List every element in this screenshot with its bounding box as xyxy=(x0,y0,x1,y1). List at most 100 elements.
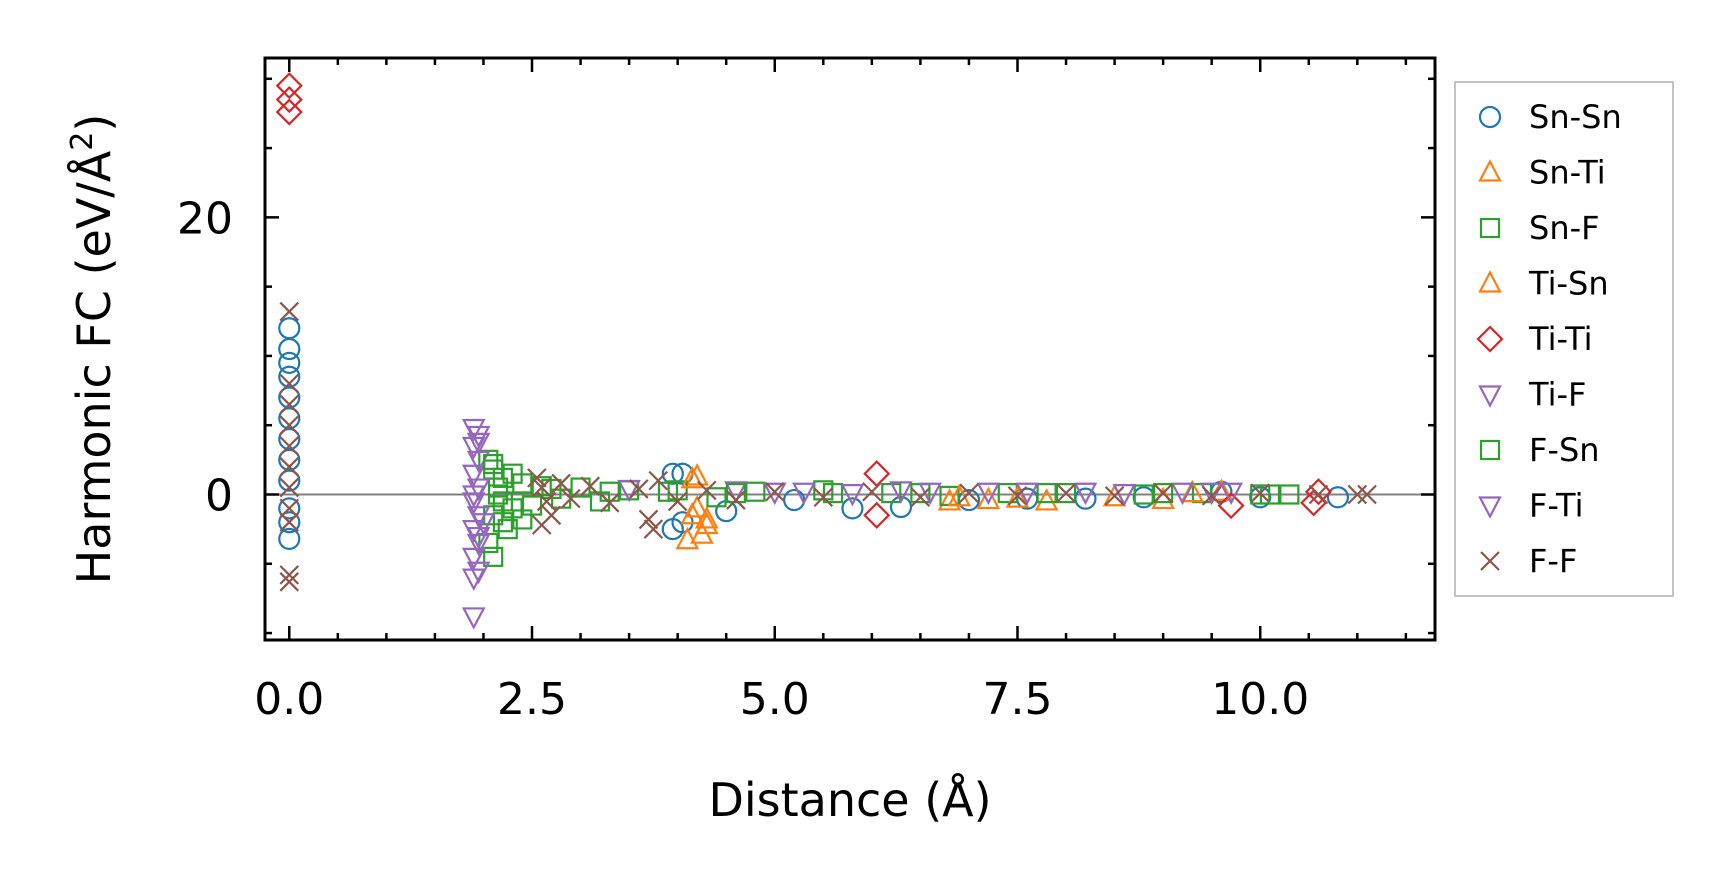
data-point xyxy=(279,498,300,519)
x-tick-label: 7.5 xyxy=(982,674,1052,725)
data-point xyxy=(648,470,669,491)
legend-marker xyxy=(1479,439,1501,461)
data-point xyxy=(279,415,300,435)
data-point xyxy=(694,511,719,535)
data-point xyxy=(822,483,844,504)
data-point xyxy=(502,463,523,484)
legend: Sn-Sn Sn-Ti Sn-F Ti-Sn Ti-Ti Ti-F F-Sn F-Ti F-F xyxy=(1476,98,1622,580)
legend-label: Ti-F xyxy=(1528,376,1586,414)
data-point xyxy=(862,481,882,502)
data-point xyxy=(461,464,486,488)
data-point xyxy=(706,487,727,508)
data-point xyxy=(1007,486,1028,506)
data-point xyxy=(278,497,301,520)
x-tick-label: 0.0 xyxy=(254,674,324,725)
data-point xyxy=(531,515,552,535)
data-point xyxy=(279,512,300,532)
data-point xyxy=(461,607,486,630)
data-point xyxy=(617,479,641,503)
x-tick-label: 5.0 xyxy=(740,674,810,725)
data-point xyxy=(466,526,491,550)
data-point xyxy=(1250,483,1271,503)
legend-label: F-F xyxy=(1529,542,1577,580)
data-point xyxy=(466,533,491,557)
data-point xyxy=(278,511,301,534)
data-point xyxy=(1347,484,1368,505)
legend-marker xyxy=(1478,105,1502,129)
data-point xyxy=(279,394,300,415)
data-point xyxy=(1199,482,1224,506)
data-point xyxy=(471,513,496,536)
data-point xyxy=(1308,484,1329,505)
data-point xyxy=(561,488,581,509)
legend-marker xyxy=(1478,496,1502,519)
data-point xyxy=(275,72,303,100)
data-point xyxy=(279,373,300,394)
data-point xyxy=(1133,484,1154,505)
data-point xyxy=(580,476,601,496)
data-point xyxy=(937,488,962,511)
data-point xyxy=(461,436,486,460)
data-point xyxy=(487,484,509,505)
data-point xyxy=(657,481,679,502)
legend-label: Sn-F xyxy=(1529,209,1600,247)
data-point xyxy=(638,509,659,530)
data-point xyxy=(792,482,816,506)
legend-label: Sn-Sn xyxy=(1529,98,1622,136)
data-point xyxy=(279,301,300,322)
data-point xyxy=(279,457,300,477)
legend-frame xyxy=(1454,81,1674,597)
data-point xyxy=(1153,483,1173,503)
data-point xyxy=(461,492,486,515)
data-point xyxy=(1326,486,1350,509)
data-point xyxy=(275,86,303,114)
data-point xyxy=(599,481,620,502)
data-point xyxy=(1073,482,1098,506)
data-point xyxy=(527,468,547,488)
data-point xyxy=(1357,484,1377,505)
legend-item-f-ti: F-Ti xyxy=(1478,487,1583,525)
data-point xyxy=(1112,484,1137,507)
legend-marker xyxy=(1478,385,1502,408)
data-point xyxy=(667,491,688,512)
data-point xyxy=(841,497,864,520)
legend-item-ti-sn: Ti-Sn xyxy=(1478,265,1609,303)
data-point xyxy=(1153,483,1174,504)
data-point xyxy=(278,469,301,492)
data-point xyxy=(278,527,301,550)
data-point xyxy=(725,483,747,504)
data-point xyxy=(840,484,865,507)
data-point xyxy=(599,493,620,513)
data-point xyxy=(745,481,766,502)
data-point xyxy=(1279,484,1300,505)
series-f-f xyxy=(279,301,1377,592)
data-point xyxy=(694,506,719,529)
data-point xyxy=(483,546,504,567)
legend-item-sn-sn: Sn-Sn xyxy=(1478,98,1622,136)
data-point xyxy=(1104,486,1125,506)
legend-label: F-Sn xyxy=(1529,431,1600,469)
data-point xyxy=(1170,482,1195,506)
data-point xyxy=(889,481,913,504)
data-point xyxy=(863,501,891,529)
data-point xyxy=(461,547,486,571)
y-axis-title: Harmonic FC (eV/Å2) xyxy=(65,114,121,585)
data-point xyxy=(947,483,972,507)
data-point xyxy=(461,485,486,508)
data-point xyxy=(1056,483,1076,503)
data-point xyxy=(910,487,931,508)
data-point xyxy=(813,487,834,508)
data-point xyxy=(461,568,486,592)
legend-item-ti-f: Ti-F xyxy=(1478,376,1586,414)
data-point xyxy=(483,453,504,475)
legend-label: Ti-Sn xyxy=(1528,265,1609,303)
data-point xyxy=(512,509,533,530)
data-point xyxy=(492,512,513,533)
data-point xyxy=(1034,488,1059,511)
data-point xyxy=(1055,483,1077,504)
data-point xyxy=(536,491,557,512)
legend-marker xyxy=(1478,270,1502,293)
legend-label: Sn-Ti xyxy=(1529,154,1606,192)
data-point xyxy=(726,490,746,510)
